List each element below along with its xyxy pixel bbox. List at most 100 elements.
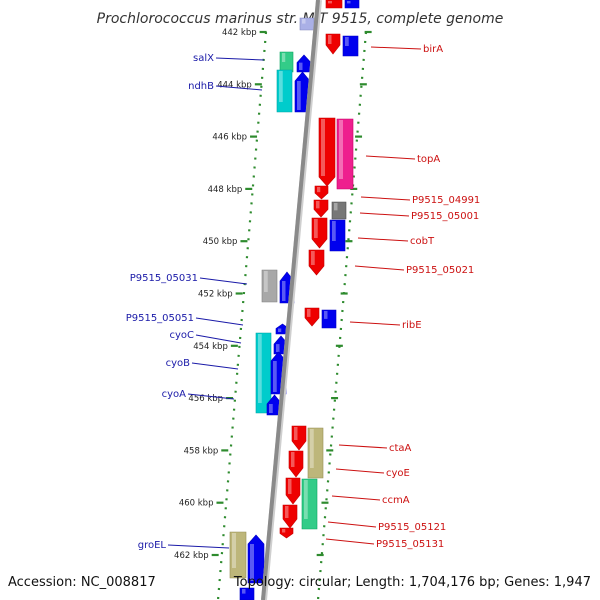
accession-text: Accession: NC_008817 (8, 575, 156, 590)
gene-highlight (242, 589, 246, 594)
kbp-tick-label: 452 kbp (198, 290, 233, 300)
gene-label-P9515_05001[interactable]: P9515_05001 (411, 211, 479, 222)
label-connector (349, 321, 401, 326)
gene-feature[interactable] (314, 185, 329, 200)
gene-highlight (304, 480, 308, 519)
gene-label-P9515_05021[interactable]: P9515_05021 (406, 265, 474, 276)
label-connectors (167, 46, 422, 549)
gene-feature[interactable] (321, 309, 337, 329)
gene-label-cobT[interactable]: cobT (410, 236, 435, 247)
topology-summary: Topology: circular; Length: 1,704,176 bp… (233, 575, 591, 590)
gene-feature[interactable] (247, 534, 265, 584)
gene-feature[interactable] (282, 504, 298, 529)
gene-label-ribE[interactable]: ribE (402, 320, 422, 331)
gene-feature[interactable] (296, 54, 312, 73)
gene-feature[interactable] (276, 69, 293, 113)
gene-feature[interactable] (325, 33, 341, 55)
gene-highlight (324, 311, 328, 319)
gene-feature[interactable] (336, 118, 354, 190)
gene-feature[interactable] (329, 219, 346, 252)
kbp-tick-label: 458 kbp (184, 446, 219, 456)
kbp-tick-label: 460 kbp (179, 499, 214, 509)
gene-feature[interactable] (304, 307, 320, 327)
gene-highlight (258, 334, 262, 403)
gene-highlight (250, 544, 254, 581)
gene-label-cyoE[interactable]: cyoE (386, 468, 410, 479)
gene-feature[interactable] (318, 117, 336, 187)
gene-highlight (264, 271, 268, 292)
gene-feature[interactable] (261, 269, 278, 303)
gene-label-birA[interactable]: birA (423, 44, 443, 55)
gene-feature[interactable] (331, 201, 347, 220)
gene-label-ctaA[interactable]: ctaA (389, 443, 412, 454)
label-connector (360, 196, 411, 201)
gene-label-groEL[interactable]: groEL (138, 540, 167, 551)
gene-highlight (302, 19, 306, 24)
gene-label-ndhB[interactable]: ndhB (188, 81, 214, 92)
gene-label-topA[interactable]: topA (417, 154, 440, 165)
kbp-tick-label: 446 kbp (212, 133, 247, 143)
label-connector (325, 538, 375, 545)
gene-highlight (282, 529, 286, 533)
gene-feature[interactable] (313, 199, 329, 218)
label-connector (195, 317, 244, 326)
gene-feature[interactable] (229, 531, 247, 579)
gene-label-cyoC[interactable]: cyoC (169, 330, 194, 341)
gene-feature[interactable] (239, 587, 255, 600)
gene-highlight (276, 344, 280, 352)
gene-highlight (321, 119, 325, 176)
kbp-tick-label: 450 kbp (203, 237, 238, 247)
gene-label-salX[interactable]: salX (193, 53, 214, 64)
label-connector (365, 155, 416, 160)
gene-label-P9515_05051[interactable]: P9515_05051 (126, 313, 194, 324)
outer-ruler-left (216, 31, 268, 600)
gene-highlight (282, 281, 286, 301)
ruler-ticks (211, 30, 372, 557)
gene-label-cyoA[interactable]: cyoA (162, 389, 187, 400)
gene-highlight (297, 81, 301, 110)
label-connector (215, 57, 265, 61)
gene-feature[interactable] (342, 35, 359, 57)
label-connector (354, 265, 405, 271)
gene-highlight (279, 71, 283, 102)
right-gene-labels: birA topA P9515_04991 P9515_05001 cobT P… (376, 44, 480, 550)
gene-feature[interactable] (308, 249, 325, 276)
gene-label-P9515_05031[interactable]: P9515_05031 (130, 273, 198, 284)
gene-highlight (317, 187, 321, 193)
label-connector (167, 544, 230, 549)
gene-highlight (339, 120, 343, 179)
gene-feature[interactable] (344, 0, 360, 9)
label-connector (327, 521, 377, 528)
kbp-tick-label: 448 kbp (208, 185, 243, 195)
gene-feature[interactable] (285, 477, 301, 505)
gene-feature[interactable] (311, 217, 328, 249)
gene-label-P9515_05121[interactable]: P9515_05121 (378, 522, 446, 533)
label-connector (191, 362, 239, 370)
left-gene-labels: salX ndhB P9515_05031 P9515_05051 cyoC c… (126, 53, 214, 551)
gene-highlight (288, 479, 292, 494)
gene-highlight (345, 37, 349, 46)
gene-feature[interactable] (279, 527, 294, 539)
gene-label-P9515_05131[interactable]: P9515_05131 (376, 539, 444, 550)
gene-feature[interactable] (325, 0, 343, 9)
label-connector (357, 237, 409, 242)
gene-feature[interactable] (288, 450, 304, 478)
gene-label-cyoB[interactable]: cyoB (166, 358, 191, 369)
gene-label-ccmA[interactable]: ccmA (382, 495, 410, 506)
gene-highlight (316, 201, 320, 209)
gene-feature[interactable] (279, 51, 294, 73)
label-connector (195, 334, 242, 344)
gene-label-P9515_04991[interactable]: P9515_04991 (412, 195, 480, 206)
kbp-tick-label: 444 kbp (217, 80, 252, 90)
gene-feature[interactable] (307, 427, 324, 479)
gene-highlight (285, 506, 289, 518)
kbp-tick-label: 454 kbp (193, 342, 228, 352)
ruler-tick-labels: 442 kbp 444 kbp 446 kbp 448 kbp 450 kbp 452 k… (174, 28, 257, 561)
gene-feature[interactable] (301, 478, 318, 530)
label-connector (215, 85, 263, 91)
gene-highlight (294, 427, 298, 440)
gene-feature[interactable] (291, 425, 307, 451)
genome-backbone (261, 0, 320, 600)
kbp-tick-label: 442 kbp (222, 28, 257, 38)
